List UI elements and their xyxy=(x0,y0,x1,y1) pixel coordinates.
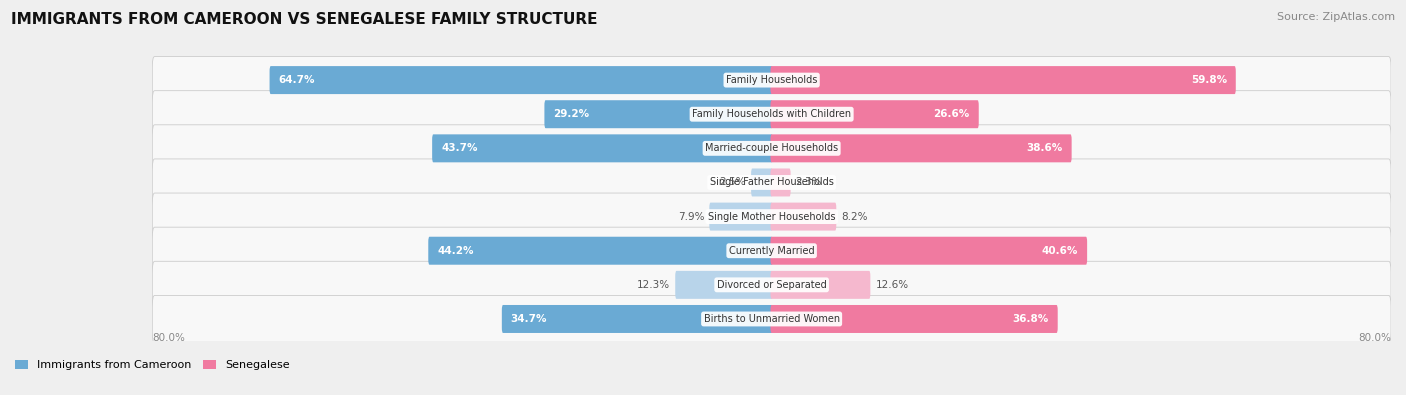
Text: Single Mother Households: Single Mother Households xyxy=(707,212,835,222)
Text: Married-couple Households: Married-couple Households xyxy=(704,143,838,153)
Text: 43.7%: 43.7% xyxy=(441,143,478,153)
FancyBboxPatch shape xyxy=(152,91,1391,138)
Text: IMMIGRANTS FROM CAMEROON VS SENEGALESE FAMILY STRUCTURE: IMMIGRANTS FROM CAMEROON VS SENEGALESE F… xyxy=(11,12,598,27)
Text: Family Households with Children: Family Households with Children xyxy=(692,109,851,119)
Text: Births to Unmarried Women: Births to Unmarried Women xyxy=(703,314,839,324)
FancyBboxPatch shape xyxy=(544,100,773,128)
Text: 36.8%: 36.8% xyxy=(1012,314,1049,324)
FancyBboxPatch shape xyxy=(770,169,790,196)
FancyBboxPatch shape xyxy=(152,159,1391,206)
FancyBboxPatch shape xyxy=(709,203,773,231)
FancyBboxPatch shape xyxy=(152,261,1391,308)
FancyBboxPatch shape xyxy=(152,227,1391,274)
Text: 2.3%: 2.3% xyxy=(796,177,823,188)
FancyBboxPatch shape xyxy=(270,66,773,94)
Text: 7.9%: 7.9% xyxy=(678,212,704,222)
FancyBboxPatch shape xyxy=(770,66,1236,94)
Text: 26.6%: 26.6% xyxy=(934,109,970,119)
Text: 12.6%: 12.6% xyxy=(876,280,908,290)
Text: 44.2%: 44.2% xyxy=(437,246,474,256)
Text: 80.0%: 80.0% xyxy=(1358,333,1391,343)
Text: 80.0%: 80.0% xyxy=(152,333,186,343)
FancyBboxPatch shape xyxy=(770,203,837,231)
Legend: Immigrants from Cameroon, Senegalese: Immigrants from Cameroon, Senegalese xyxy=(15,359,290,370)
Text: 34.7%: 34.7% xyxy=(510,314,547,324)
FancyBboxPatch shape xyxy=(152,125,1391,172)
FancyBboxPatch shape xyxy=(432,134,773,162)
Text: Source: ZipAtlas.com: Source: ZipAtlas.com xyxy=(1277,12,1395,22)
Text: 40.6%: 40.6% xyxy=(1042,246,1078,256)
FancyBboxPatch shape xyxy=(770,271,870,299)
FancyBboxPatch shape xyxy=(429,237,773,265)
Text: 29.2%: 29.2% xyxy=(554,109,589,119)
FancyBboxPatch shape xyxy=(770,305,1057,333)
Text: 64.7%: 64.7% xyxy=(278,75,315,85)
Text: 12.3%: 12.3% xyxy=(637,280,671,290)
FancyBboxPatch shape xyxy=(770,237,1087,265)
FancyBboxPatch shape xyxy=(152,56,1391,103)
Text: 2.5%: 2.5% xyxy=(720,177,747,188)
Text: Divorced or Separated: Divorced or Separated xyxy=(717,280,827,290)
FancyBboxPatch shape xyxy=(152,295,1391,342)
Text: 38.6%: 38.6% xyxy=(1026,143,1063,153)
FancyBboxPatch shape xyxy=(751,169,773,196)
Text: Currently Married: Currently Married xyxy=(728,246,814,256)
FancyBboxPatch shape xyxy=(770,100,979,128)
FancyBboxPatch shape xyxy=(152,193,1391,240)
Text: 8.2%: 8.2% xyxy=(841,212,868,222)
Text: Single Father Households: Single Father Households xyxy=(710,177,834,188)
Text: Family Households: Family Households xyxy=(725,75,817,85)
FancyBboxPatch shape xyxy=(502,305,773,333)
Text: 59.8%: 59.8% xyxy=(1191,75,1227,85)
FancyBboxPatch shape xyxy=(675,271,773,299)
FancyBboxPatch shape xyxy=(770,134,1071,162)
